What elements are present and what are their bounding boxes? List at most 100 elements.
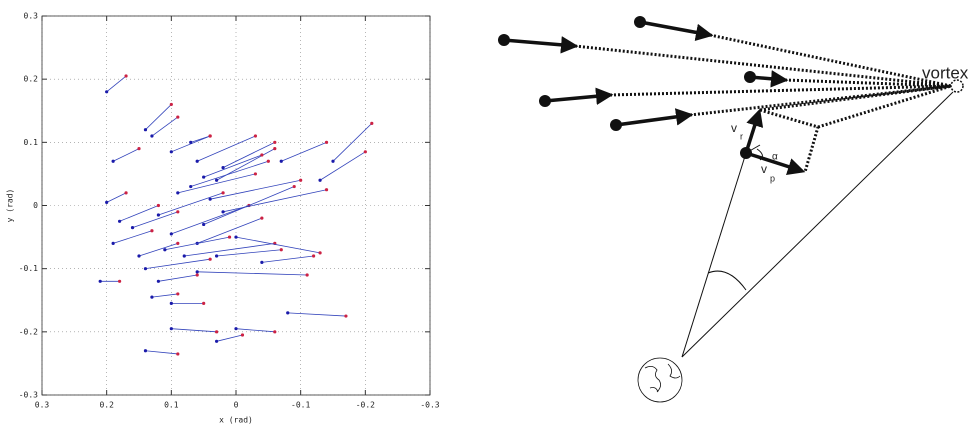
end-point [227, 235, 232, 239]
motion-segment [119, 205, 159, 222]
start-point [189, 140, 193, 144]
end-point [150, 229, 154, 233]
start-point [189, 184, 193, 189]
end-point [299, 178, 303, 182]
vortex-diagram [498, 16, 964, 403]
x-axis-label: x (rad) [219, 416, 253, 425]
start-point [221, 210, 225, 214]
motion-segment [158, 192, 224, 216]
end-point [324, 188, 329, 192]
plot-frame [41, 15, 431, 396]
end-point [318, 251, 322, 255]
end-point [273, 140, 277, 144]
motion-segment [197, 271, 308, 276]
motion-segment [113, 230, 153, 244]
start-point [143, 267, 148, 271]
motion-segment [171, 328, 217, 333]
motion-segment [151, 116, 179, 137]
start-point [163, 248, 167, 252]
end-point [370, 121, 374, 125]
start-point [215, 339, 219, 343]
start-point [169, 150, 173, 154]
end-point [124, 191, 128, 195]
scatter-chart: 0.3 0.2 0.1 0 -0.1 -0.2 -0.3 -0.3 -0.2 -0.1 0 0.1 0.… [6, 12, 440, 425]
motion-segment [261, 255, 314, 263]
motion-segment [216, 334, 243, 342]
angle-arc [707, 270, 747, 291]
end-point [266, 159, 270, 163]
x-tick-label: 0.3 [35, 401, 50, 410]
y-tick-label: -0.2 [19, 327, 38, 336]
end-point [176, 292, 180, 296]
end-point [215, 330, 219, 334]
end-point [118, 279, 122, 283]
motion-segment [216, 148, 275, 181]
y-tick-label: 0.2 [24, 75, 39, 84]
x-tick-label: 0 [234, 401, 239, 410]
start-point [182, 254, 186, 258]
sightline [681, 91, 954, 358]
alpha-label: α [772, 152, 778, 163]
start-point [98, 279, 102, 283]
start-point [234, 235, 238, 239]
start-point [215, 178, 219, 182]
motion-segment [145, 104, 172, 130]
motion-segment [138, 243, 178, 257]
start-point [202, 222, 206, 227]
motion-segment [319, 151, 366, 181]
motion-segment [112, 148, 140, 162]
motion-segment [332, 123, 373, 162]
start-point [156, 213, 160, 217]
y-tick-label: -0.3 [19, 391, 38, 400]
start-point [169, 232, 173, 236]
motion-segment [222, 189, 327, 213]
end-point [273, 147, 277, 151]
motion-segment [106, 75, 127, 93]
end-point [169, 102, 173, 107]
end-point [221, 191, 225, 195]
end-point [273, 330, 277, 334]
x-tick-label: 0.2 [99, 401, 114, 410]
y-axis-label: y (rad) [6, 189, 15, 223]
end-point [292, 184, 296, 189]
vr-symbol: v [731, 121, 737, 135]
motion-segment [216, 249, 282, 257]
end-point [176, 210, 180, 214]
start-point [260, 260, 264, 264]
end-point [253, 134, 257, 138]
angle-arc-small [745, 144, 761, 154]
end-point [208, 257, 212, 261]
motion-segment [184, 243, 275, 257]
earth [637, 357, 683, 403]
x-tick-label: 0.1 [164, 401, 179, 410]
start-point [111, 241, 115, 245]
end-point [240, 333, 245, 337]
end-point [312, 254, 316, 258]
motion-segment [197, 135, 256, 162]
end-point [260, 216, 264, 220]
end-point [324, 140, 329, 144]
start-point [318, 178, 322, 182]
y-tick-label: 0 [33, 201, 38, 210]
motion-segment [235, 328, 275, 333]
start-point [234, 327, 238, 331]
end-point [253, 172, 257, 176]
vortex-point [950, 79, 964, 93]
start-point [111, 159, 115, 163]
diagram-labels: vortex v r α v p [731, 63, 969, 183]
start-point [143, 128, 148, 132]
motion-segment [132, 211, 178, 228]
motion-segment [197, 217, 263, 244]
stars [498, 16, 756, 159]
end-point [124, 74, 128, 78]
end-point [176, 241, 180, 245]
start-point [105, 200, 109, 204]
y-tick-label: 0.3 [24, 12, 39, 21]
vp-symbol: v [761, 162, 767, 176]
start-point [195, 159, 199, 163]
start-point [150, 134, 154, 138]
end-point [176, 115, 180, 119]
start-point [143, 349, 148, 353]
dotted-lines [574, 33, 952, 173]
